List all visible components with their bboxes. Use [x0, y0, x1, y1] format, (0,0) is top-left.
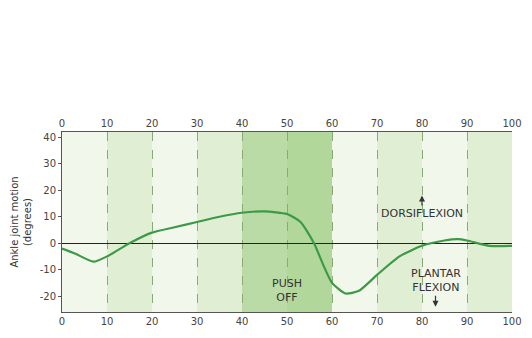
svg-text:20: 20: [146, 118, 159, 129]
svg-text:80: 80: [416, 118, 429, 129]
svg-text:20: 20: [146, 316, 159, 327]
svg-text:10: 10: [101, 316, 114, 327]
svg-text:90: 90: [461, 118, 474, 129]
svg-text:0: 0: [50, 238, 56, 249]
svg-text:70: 70: [371, 316, 384, 327]
svg-text:30: 30: [43, 158, 56, 169]
svg-text:50: 50: [281, 118, 294, 129]
svg-text:100: 100: [502, 316, 521, 327]
svg-text:-20: -20: [40, 291, 56, 302]
svg-text:40: 40: [43, 132, 56, 143]
svg-text:10: 10: [101, 118, 114, 129]
svg-text:40: 40: [236, 316, 249, 327]
svg-text:DORSIFLEXION: DORSIFLEXION: [381, 207, 463, 220]
svg-text:PLANTARFLEXION: PLANTARFLEXION: [411, 267, 461, 294]
svg-text:60: 60: [326, 316, 339, 327]
svg-text:-10: -10: [40, 264, 56, 275]
svg-text:PUSHOFF: PUSHOFF: [272, 277, 302, 304]
svg-text:40: 40: [236, 118, 249, 129]
svg-text:30: 30: [191, 118, 204, 129]
svg-text:60: 60: [326, 118, 339, 129]
svg-text:30: 30: [191, 316, 204, 327]
svg-text:80: 80: [416, 316, 429, 327]
svg-text:Ankle joint motion(degrees): Ankle joint motion(degrees): [9, 176, 33, 267]
svg-text:90: 90: [461, 316, 474, 327]
svg-text:100: 100: [502, 118, 521, 129]
svg-text:70: 70: [371, 118, 384, 129]
svg-text:50: 50: [281, 316, 294, 327]
svg-text:20: 20: [43, 185, 56, 196]
svg-text:0: 0: [59, 316, 65, 327]
svg-text:0: 0: [59, 118, 65, 129]
svg-text:10: 10: [43, 211, 56, 222]
